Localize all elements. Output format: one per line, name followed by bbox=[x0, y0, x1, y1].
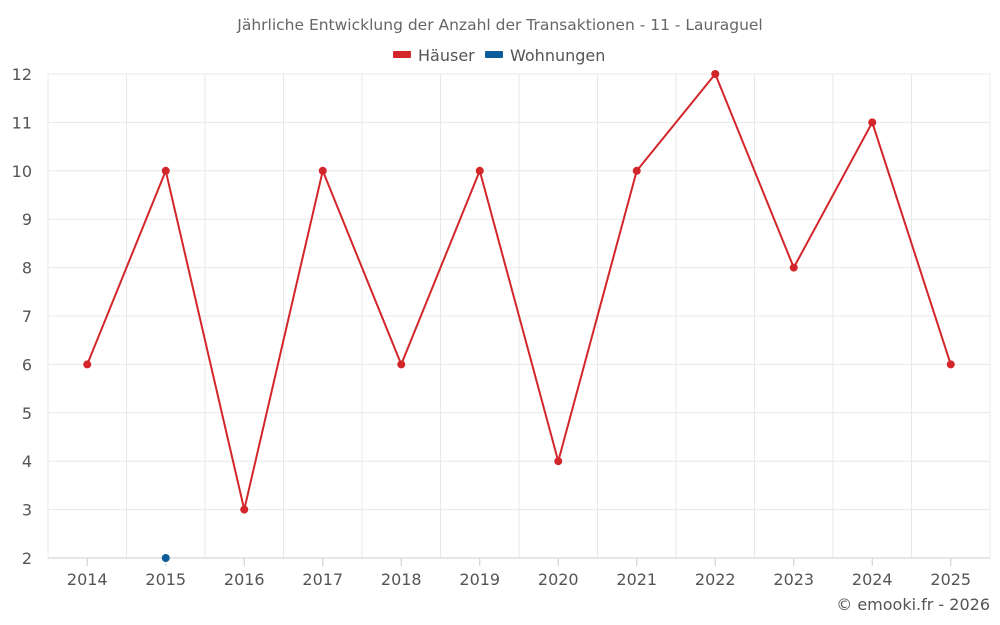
x-tick-label: 2024 bbox=[852, 570, 893, 589]
y-tick-label: 4 bbox=[22, 452, 32, 471]
data-point-haeuser[interactable] bbox=[397, 360, 406, 369]
y-tick-label: 12 bbox=[12, 65, 32, 84]
x-tick-label: 2015 bbox=[145, 570, 186, 589]
legend-swatch-wohnungen bbox=[485, 51, 503, 58]
y-tick-label: 11 bbox=[12, 113, 32, 132]
data-point-wohnungen[interactable] bbox=[161, 554, 170, 562]
y-tick-label: 2 bbox=[22, 549, 32, 568]
series-line-haeuser bbox=[86, 73, 952, 511]
data-point-haeuser[interactable] bbox=[946, 360, 955, 369]
x-tick-label: 2017 bbox=[302, 570, 343, 589]
series bbox=[83, 70, 955, 562]
y-tick-label: 7 bbox=[22, 307, 32, 326]
data-point-haeuser[interactable] bbox=[240, 505, 249, 514]
data-point-haeuser[interactable] bbox=[554, 457, 563, 466]
data-point-haeuser[interactable] bbox=[161, 166, 170, 175]
legend-label-haeuser[interactable]: Häuser bbox=[418, 46, 475, 65]
chart-title: Jährliche Entwicklung der Anzahl der Tra… bbox=[236, 16, 763, 34]
y-tick-label: 10 bbox=[12, 162, 32, 181]
data-point-haeuser[interactable] bbox=[318, 166, 327, 175]
data-point-haeuser[interactable] bbox=[632, 166, 641, 175]
x-tick-label: 2018 bbox=[381, 570, 422, 589]
y-tick-label: 8 bbox=[22, 259, 32, 278]
x-tick-label: 2020 bbox=[538, 570, 579, 589]
x-tick-label: 2019 bbox=[459, 570, 500, 589]
credit-text: © emooki.fr - 2026 bbox=[836, 595, 990, 614]
y-tick-label: 3 bbox=[22, 501, 32, 520]
x-tick-label: 2021 bbox=[616, 570, 657, 589]
x-tick-label: 2022 bbox=[695, 570, 736, 589]
x-tick-label: 2023 bbox=[773, 570, 814, 589]
axes: 2 3 4 5 6 7 8 9 10 11 12 2014 2015 2016 2017 2018 2019 20… bbox=[12, 65, 990, 589]
legend: Häuser Wohnungen bbox=[393, 46, 605, 65]
legend-swatch-haeuser bbox=[393, 51, 411, 58]
y-tick-label: 9 bbox=[22, 210, 32, 229]
legend-label-wohnungen[interactable]: Wohnungen bbox=[510, 46, 605, 65]
data-point-haeuser[interactable] bbox=[83, 360, 92, 369]
y-tick-label: 6 bbox=[22, 355, 32, 374]
x-tick-label: 2016 bbox=[224, 570, 265, 589]
x-tick-label: 2014 bbox=[67, 570, 108, 589]
data-point-haeuser[interactable] bbox=[868, 118, 877, 127]
data-point-haeuser[interactable] bbox=[475, 166, 484, 175]
y-tick-label: 5 bbox=[22, 404, 32, 423]
x-tick-label: 2025 bbox=[930, 570, 971, 589]
data-point-haeuser[interactable] bbox=[711, 70, 720, 78]
data-point-haeuser[interactable] bbox=[789, 263, 798, 272]
